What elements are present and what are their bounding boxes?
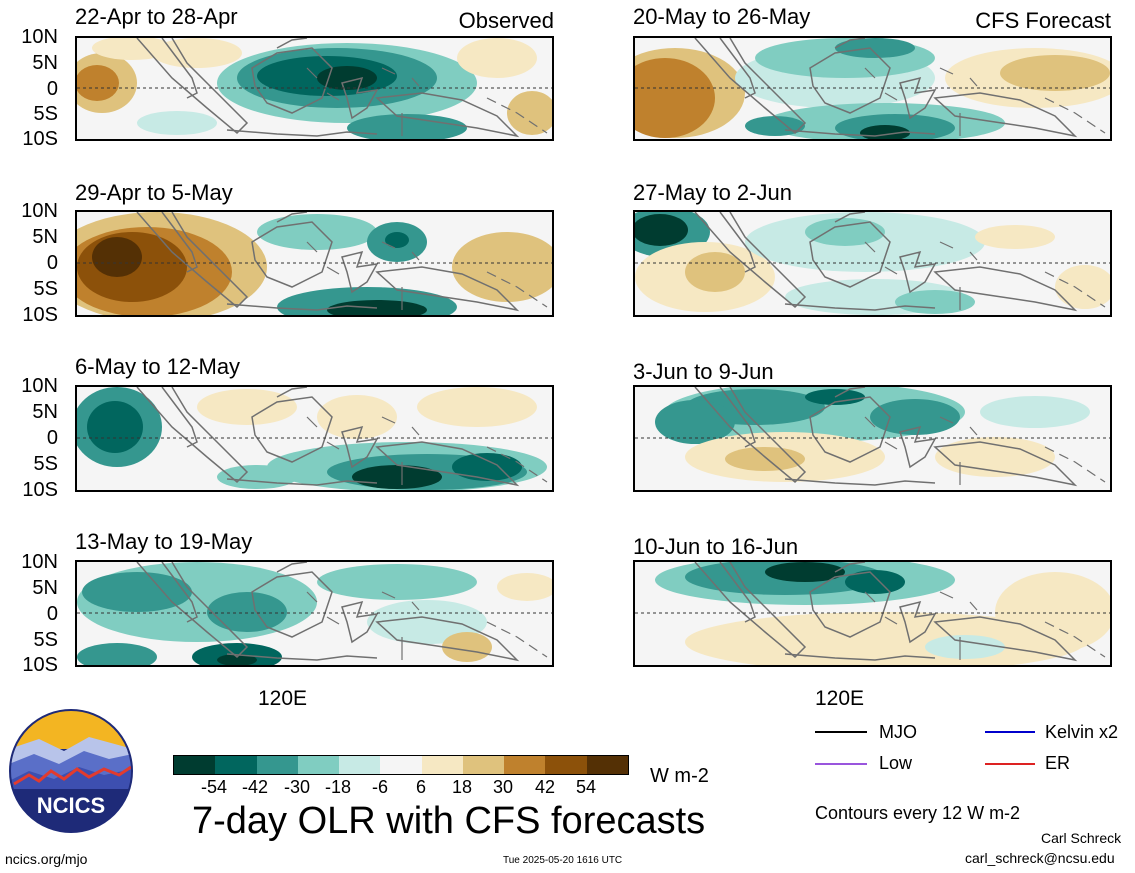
colorbar-label: 6 xyxy=(415,777,426,797)
colorbar-label: 30 xyxy=(492,777,514,797)
legend-line-er xyxy=(985,763,1035,765)
lat-tick: 0 xyxy=(46,78,58,100)
forecast-panel-1-title: 20-May to 26-May xyxy=(633,4,811,29)
observed-panel-3-title: 6-May to 12-May xyxy=(75,354,241,379)
colorbar-label: -30 xyxy=(283,777,310,797)
forecast-panel-2-title: 27-May to 2-Jun xyxy=(633,180,792,205)
legend-label-kelvin: Kelvin x2 xyxy=(1045,722,1119,742)
lat-tick: 10N xyxy=(21,26,58,48)
colorbar-label: 42 xyxy=(534,777,556,797)
colorbar-label: -6 xyxy=(371,777,388,797)
colorbar-swatch xyxy=(215,756,257,774)
lat-tick: 10S xyxy=(22,654,58,676)
lat-tick: 0 xyxy=(46,427,58,449)
observed-panel-4-title: 13-May to 19-May xyxy=(75,529,253,554)
forecast-map-4 xyxy=(633,560,1112,667)
lon-tick-observed: 120E xyxy=(258,687,308,710)
lat-tick: 10N xyxy=(21,200,58,222)
forecast-map-2 xyxy=(633,210,1112,317)
forecast-panel-3-title: 3-Jun to 9-Jun xyxy=(633,359,774,384)
contours-note: Contours every 12 W m-2 xyxy=(815,803,1021,823)
footer-timestamp: Tue 2025-05-20 1616 UTC xyxy=(503,855,623,866)
lat-tick: 10S xyxy=(22,128,58,150)
colorbar xyxy=(173,755,629,775)
lat-tick: 5S xyxy=(33,278,58,300)
lat-tick: 0 xyxy=(46,603,58,625)
lon-tick-forecast: 120E xyxy=(815,687,865,710)
forecast-label: CFS Forecast xyxy=(975,8,1111,33)
lat-tick: 10N xyxy=(21,375,58,397)
colorbar-swatch xyxy=(421,756,463,774)
legend-label-low: Low xyxy=(879,753,913,773)
colorbar-units: W m-2 xyxy=(650,765,709,787)
colorbar-swatch xyxy=(586,756,628,774)
colorbar-swatch xyxy=(545,756,587,774)
colorbar-label: 18 xyxy=(451,777,473,797)
lat-tick: 5S xyxy=(33,453,58,475)
colorbar-label: -18 xyxy=(324,777,351,797)
legend-line-kelvin xyxy=(985,731,1035,733)
colorbar-swatch xyxy=(504,756,546,774)
colorbar-swatch xyxy=(339,756,381,774)
forecast-map-1 xyxy=(633,36,1112,141)
observed-panel-1-title: 22-Apr to 28-Apr xyxy=(75,4,238,29)
observed-label: Observed xyxy=(458,8,554,33)
colorbar-label: -42 xyxy=(241,777,268,797)
legend-label-mjo: MJO xyxy=(879,722,917,742)
lat-tick: 10S xyxy=(22,304,58,326)
page-title: 7-day OLR with CFS forecasts xyxy=(192,800,706,842)
lat-tick: 0 xyxy=(46,252,58,274)
observed-map-2 xyxy=(75,210,554,317)
forecast-map-3 xyxy=(633,385,1112,492)
lat-tick: 10N xyxy=(21,551,58,573)
ncics-logo: NCICS xyxy=(9,709,133,833)
legend-line-mjo xyxy=(815,731,867,733)
observed-map-3 xyxy=(75,385,554,492)
colorbar-swatch xyxy=(462,756,505,774)
observed-panel-2-title: 29-Apr to 5-May xyxy=(75,180,233,205)
footer-email: carl_schreck@ncsu.edu xyxy=(965,850,1115,866)
lat-tick: 5N xyxy=(32,577,58,599)
legend-label-er: ER xyxy=(1045,753,1071,773)
legend-line-low xyxy=(815,763,867,765)
lat-tick: 5S xyxy=(33,629,58,651)
colorbar-swatch xyxy=(256,756,298,774)
forecast-panel-4-title: 10-Jun to 16-Jun xyxy=(633,534,799,559)
lat-tick: 5N xyxy=(32,226,58,248)
observed-map-4 xyxy=(75,560,554,667)
colorbar-swatch xyxy=(297,756,340,774)
colorbar-label: -54 xyxy=(200,777,227,797)
lat-tick: 5N xyxy=(32,52,58,74)
footer-author: Carl Schreck xyxy=(1041,830,1122,846)
logo-text: NCICS xyxy=(37,793,105,818)
observed-map-1 xyxy=(75,36,554,141)
colorbar-label: 54 xyxy=(575,777,597,797)
colorbar-swatch xyxy=(174,756,216,774)
lat-tick: 5S xyxy=(33,103,58,125)
footer-site: ncics.org/mjo xyxy=(5,851,88,867)
colorbar-swatch xyxy=(380,756,422,774)
lat-tick: 10S xyxy=(22,479,58,501)
lat-tick: 5N xyxy=(32,401,58,423)
